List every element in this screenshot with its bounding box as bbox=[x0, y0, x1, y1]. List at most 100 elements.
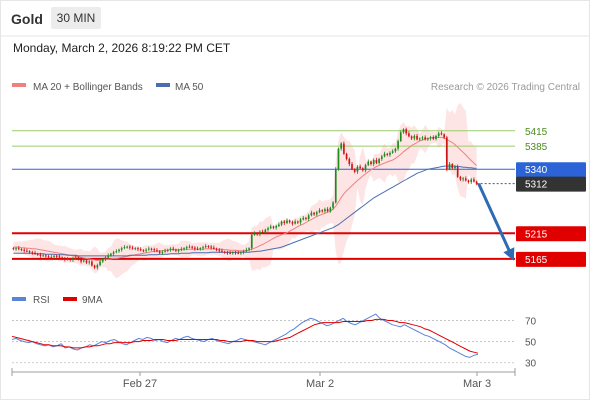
candle-body bbox=[448, 164, 451, 170]
candle bbox=[418, 137, 421, 142]
candle bbox=[296, 220, 299, 225]
candle-body bbox=[63, 258, 66, 260]
candle-body bbox=[74, 257, 77, 259]
candle bbox=[58, 254, 61, 259]
level-tag-5215 bbox=[516, 226, 586, 242]
x-tick-label-2: Mar 3 bbox=[463, 378, 491, 390]
candle-body bbox=[194, 247, 196, 249]
candle bbox=[158, 250, 161, 255]
candle bbox=[20, 248, 23, 252]
ma50-line bbox=[13, 165, 477, 257]
level-tag-5312 bbox=[516, 176, 586, 192]
candle-body bbox=[20, 249, 23, 251]
candle bbox=[107, 253, 110, 259]
candle-body bbox=[158, 251, 161, 253]
candle-body bbox=[196, 248, 199, 250]
candle bbox=[264, 228, 267, 235]
candle-body bbox=[429, 137, 432, 139]
candle bbox=[432, 135, 435, 140]
level-label-5165: 5165 bbox=[525, 255, 548, 266]
candle bbox=[123, 245, 126, 250]
candle-body bbox=[459, 176, 462, 180]
candle bbox=[185, 245, 188, 251]
candle bbox=[315, 210, 318, 217]
candle-body bbox=[240, 252, 242, 254]
candle-body bbox=[378, 158, 380, 164]
candle bbox=[223, 250, 226, 254]
candle-body bbox=[47, 256, 50, 258]
candle-body bbox=[237, 252, 240, 254]
candle-body bbox=[440, 133, 443, 135]
candle bbox=[402, 128, 405, 134]
candle bbox=[334, 167, 337, 204]
level-label-5340: 5340 bbox=[525, 165, 548, 176]
candle-body bbox=[435, 135, 437, 139]
candle bbox=[88, 259, 91, 265]
candle bbox=[256, 232, 259, 236]
candle bbox=[28, 250, 31, 254]
candle-body bbox=[399, 132, 402, 142]
candle bbox=[55, 254, 58, 259]
candle bbox=[169, 247, 172, 252]
candle bbox=[386, 152, 389, 157]
candle-body bbox=[256, 233, 259, 235]
candle-body bbox=[42, 255, 44, 257]
candle bbox=[370, 160, 372, 166]
candle bbox=[351, 162, 353, 171]
candle-body bbox=[397, 141, 399, 149]
candle bbox=[391, 149, 394, 154]
candle-body bbox=[88, 261, 91, 263]
candle-body bbox=[296, 221, 299, 223]
candle bbox=[310, 210, 313, 217]
candle-body bbox=[115, 251, 118, 253]
candle bbox=[175, 248, 177, 253]
candle bbox=[101, 257, 104, 264]
candle-body bbox=[221, 250, 223, 252]
candle-body bbox=[462, 178, 464, 180]
candle-body bbox=[351, 164, 353, 170]
candle-body bbox=[408, 133, 410, 137]
candle-body bbox=[275, 226, 277, 228]
candle-body bbox=[280, 221, 283, 225]
candle bbox=[253, 231, 256, 236]
candle-body bbox=[142, 250, 145, 252]
candle-body bbox=[454, 166, 456, 169]
candle bbox=[470, 177, 473, 185]
level-label-5215: 5215 bbox=[525, 229, 548, 240]
candle-body bbox=[120, 248, 123, 250]
candle bbox=[142, 249, 145, 253]
candle-body bbox=[432, 137, 435, 139]
candle-body bbox=[259, 231, 261, 235]
candle bbox=[17, 246, 20, 251]
candle-body bbox=[248, 248, 250, 250]
candle bbox=[91, 259, 93, 267]
candle-body bbox=[26, 250, 28, 252]
candle-body bbox=[55, 255, 58, 257]
candle-body bbox=[348, 158, 351, 165]
candle-body bbox=[96, 265, 99, 268]
candle-body bbox=[126, 246, 128, 248]
candle-body bbox=[80, 258, 82, 262]
candle bbox=[112, 250, 115, 256]
candle bbox=[261, 229, 264, 234]
candle bbox=[129, 245, 131, 250]
candle bbox=[183, 247, 185, 251]
candle-body bbox=[302, 217, 305, 220]
candle bbox=[34, 250, 36, 255]
timeframe-button[interactable]: 30 MIN bbox=[51, 7, 101, 29]
forecast-arrow-shaft bbox=[477, 182, 515, 260]
candle bbox=[242, 249, 245, 255]
candle bbox=[343, 141, 345, 155]
candle bbox=[286, 218, 288, 225]
candle-body bbox=[410, 136, 413, 139]
candle-body bbox=[380, 156, 383, 159]
candle bbox=[177, 248, 180, 253]
x-tick-label-0: Feb 27 bbox=[123, 378, 157, 390]
candle-body bbox=[82, 260, 85, 262]
rsi-ma-line bbox=[11, 318, 479, 354]
symbol-title: Gold bbox=[11, 11, 43, 27]
candle-body bbox=[359, 166, 361, 169]
candle-body bbox=[269, 226, 272, 229]
candle bbox=[69, 257, 72, 262]
copyright-label: Research © 2026 Trading Central bbox=[431, 82, 580, 93]
